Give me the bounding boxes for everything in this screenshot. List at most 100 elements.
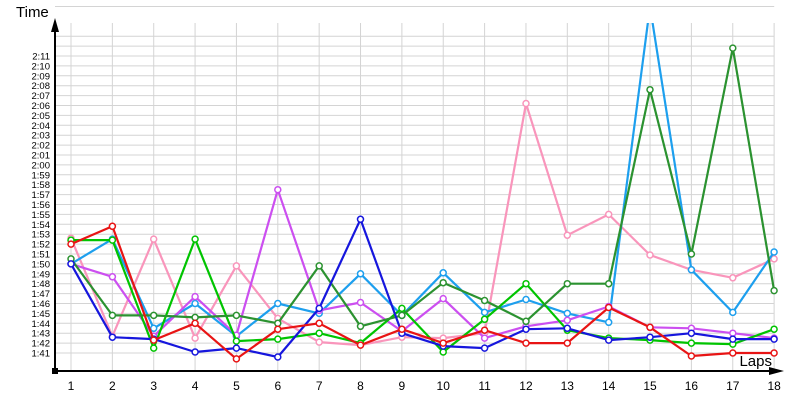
series-dark-green-point [232, 311, 241, 320]
x-tick-label: 2 [109, 379, 116, 393]
series-blue-point [191, 348, 199, 356]
series-green-point [232, 337, 241, 345]
series-green-point [149, 344, 158, 352]
x-tick-label: 12 [519, 379, 533, 393]
series-magenta-point [274, 185, 282, 194]
x-tick-label: 9 [399, 379, 406, 393]
x-axis-title: Laps [739, 353, 772, 370]
x-tick-label: 13 [561, 379, 575, 393]
series-red-point [439, 339, 447, 347]
series-blue-point [232, 344, 241, 352]
y-tick-label: 1:44 [32, 319, 51, 330]
series-blue-line [70, 218, 775, 359]
series-dark-green-point [646, 85, 654, 94]
series-magenta-point [191, 292, 199, 301]
series-blue-point [274, 353, 282, 361]
series-pink-point [522, 99, 530, 108]
series-magenta-point [480, 334, 489, 342]
series-dark-green-point [108, 311, 117, 320]
series-pink-point [149, 235, 158, 243]
series-red-point [315, 319, 323, 328]
x-tick-label: 7 [316, 379, 323, 393]
series-red-point [274, 325, 282, 333]
series-dark-green-point [770, 286, 778, 295]
x-axis-arrow-icon [769, 367, 784, 375]
y-tick-label: 1:41 [32, 349, 51, 360]
series-red-point [480, 326, 489, 334]
series-dark-green-line [70, 46, 776, 328]
y-tick-label: 1:48 [32, 279, 51, 290]
series-dark-green-point [563, 279, 572, 288]
y-tick-label: 1:55 [32, 210, 51, 221]
x-tick-label: 15 [643, 379, 657, 393]
series-blue-point [108, 333, 117, 341]
x-tick-label: 1 [68, 379, 75, 393]
series-cyan-point [563, 309, 572, 318]
series-dark-green-point [315, 262, 323, 270]
series-red-point [646, 323, 654, 332]
series-red-point [191, 319, 199, 328]
y-tick-label: 2:07 [32, 91, 51, 102]
series-red-point [770, 349, 778, 357]
series-cyan-point [687, 266, 696, 274]
series-cyan-point [356, 270, 365, 278]
series-green-point [480, 315, 489, 324]
series-green-point [108, 236, 117, 244]
series-pink-point [646, 251, 654, 259]
series-green-point [687, 339, 696, 347]
series-cyan-point [439, 269, 447, 277]
series-red-point [729, 349, 737, 357]
series-pink-point [315, 338, 323, 346]
series-red-point [67, 240, 75, 248]
y-tick-label: 1:45 [32, 309, 51, 320]
series-blue-point [522, 325, 530, 333]
y-tick-label: 1:47 [32, 289, 51, 300]
series-cyan-point [480, 308, 489, 317]
y-tick-label: 1:53 [32, 230, 51, 241]
series-red-point [563, 339, 572, 347]
y-tick-label: 1:46 [32, 299, 51, 310]
series-cyan-point [149, 324, 158, 333]
x-tick-label: 6 [274, 379, 281, 393]
series-blue-point [687, 329, 696, 337]
y-axis-title: Time [16, 4, 49, 21]
y-tick-label: 1:59 [32, 170, 51, 181]
series-dark-green-point [149, 311, 158, 320]
series-blue-point [480, 344, 489, 352]
series-blue-point [729, 335, 737, 343]
series-magenta-line [70, 188, 775, 340]
y-tick-label: 2:09 [32, 71, 51, 82]
series-red-point [687, 352, 696, 360]
y-tick-label: 2:10 [32, 61, 51, 72]
y-tick-label: 2:01 [32, 151, 51, 162]
x-tick-label: 3 [150, 379, 157, 393]
series-blue-point [356, 215, 365, 224]
series-dark-green-point [729, 44, 737, 52]
y-tick-label: 2:04 [32, 121, 51, 132]
series-cyan-point [522, 295, 530, 304]
x-tick-label: 16 [685, 379, 699, 393]
x-tick-label: 14 [602, 379, 616, 393]
origin-marker [52, 368, 58, 374]
series-dark-green-point [522, 317, 530, 326]
series-cyan-point [191, 299, 199, 308]
series-red-point [108, 222, 117, 231]
series-green-point [274, 335, 282, 343]
x-tick-label: 17 [726, 379, 740, 393]
series-red-line [70, 225, 775, 360]
y-axis-arrow-icon [51, 18, 59, 32]
y-tick-label: 1:49 [32, 269, 51, 280]
series-dark-green-point [439, 278, 447, 287]
series-green-point [191, 235, 199, 243]
series-pink-point [232, 262, 241, 270]
series-dark-green-point [398, 311, 406, 320]
y-tick-label: 2:11 [32, 52, 50, 63]
series-red-point [522, 339, 530, 347]
y-tick-label: 2:06 [32, 101, 51, 112]
y-tick-label: 1:43 [32, 329, 51, 340]
series-green-point [439, 348, 447, 356]
series-blue-point [563, 324, 572, 333]
x-tick-label: 8 [357, 379, 364, 393]
series-pink-point [770, 255, 778, 263]
x-tick-label: 18 [767, 379, 781, 393]
